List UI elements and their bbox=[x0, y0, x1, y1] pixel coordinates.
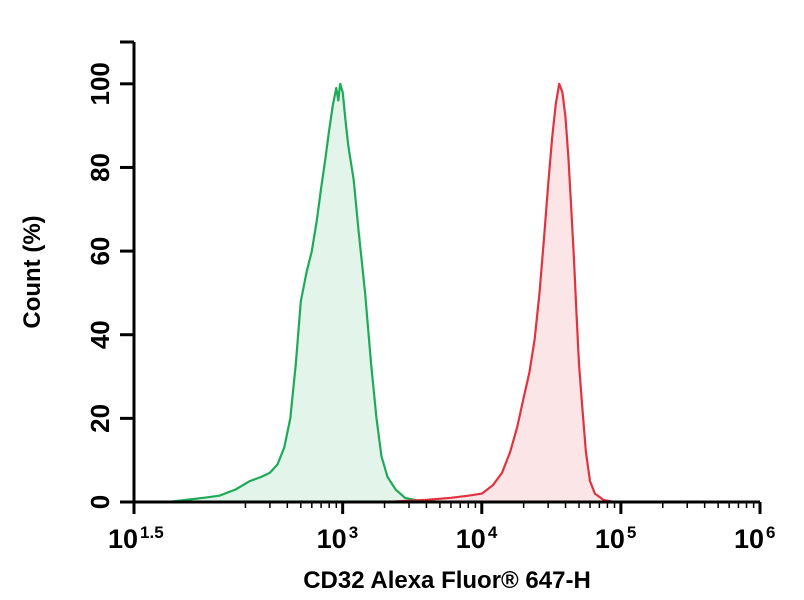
series-1-fill bbox=[384, 83, 615, 503]
y-tick-label-80: 80 bbox=[85, 153, 115, 182]
labels-layer: 0 20 40 60 80 100 10 1.5 10 3 10 4 10 5 10 6 bbox=[85, 62, 776, 554]
x-tick-label-4: 10 6 bbox=[734, 523, 776, 554]
y-tick-label-100: 100 bbox=[85, 62, 115, 105]
x-tick-label-0: 10 1.5 bbox=[108, 523, 164, 554]
axes-layer bbox=[120, 40, 760, 504]
series-1-line bbox=[384, 82, 615, 504]
y-tick-label-20: 20 bbox=[85, 404, 115, 433]
series-layer bbox=[168, 82, 615, 504]
y-tick-label-40: 40 bbox=[85, 320, 115, 349]
series-0-line bbox=[168, 82, 440, 504]
y-axis-title: Count (%) bbox=[19, 215, 46, 328]
series-0-fill bbox=[168, 83, 440, 503]
x-tick-label-3: 10 5 bbox=[595, 523, 637, 554]
x-tick-label-1: 10 3 bbox=[317, 523, 359, 554]
y-tick-label-0: 0 bbox=[85, 495, 115, 509]
x-axis-title: CD32 Alexa Fluor® 647-H bbox=[303, 567, 591, 594]
x-tick-label-2: 10 4 bbox=[456, 523, 498, 554]
y-tick-label-60: 60 bbox=[85, 237, 115, 266]
ticks-layer bbox=[120, 82, 762, 514]
